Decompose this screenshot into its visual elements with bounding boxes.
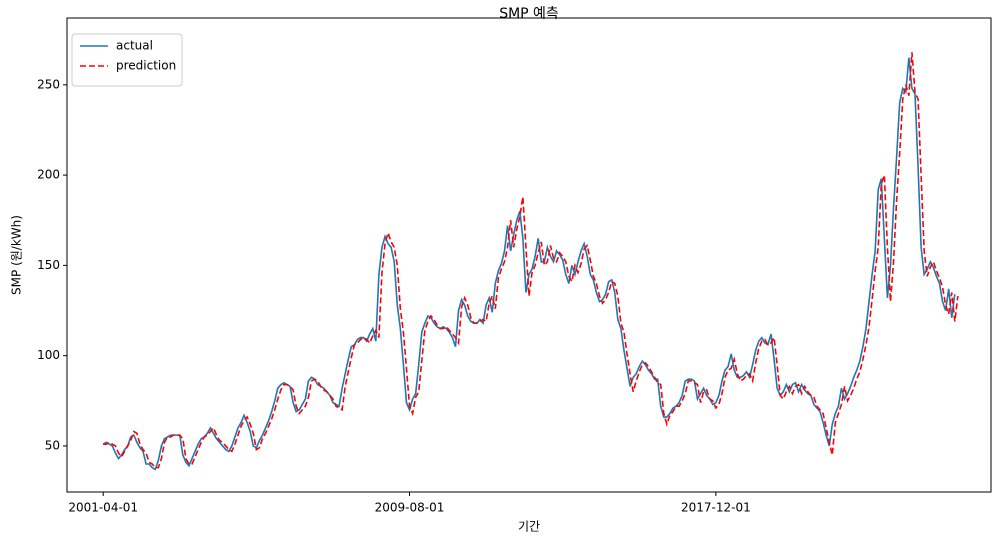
y-tick-label: 150	[37, 258, 60, 272]
chart-title: SMP 예측	[499, 6, 559, 22]
y-tick-label: 50	[45, 438, 60, 452]
plot-area	[66, 17, 992, 493]
x-tick-label: 2001-04-01	[68, 501, 138, 515]
series-line	[103, 52, 959, 469]
legend-box	[71, 33, 183, 87]
y-axis-label: SMP (원/kWh)	[10, 215, 24, 295]
legend-label: actual	[116, 39, 153, 53]
legend: actual prediction	[71, 33, 183, 87]
x-tick-label: 2009-08-01	[375, 501, 445, 515]
x-tick-label: 2017-12-01	[681, 501, 751, 515]
y-tick-label: 250	[37, 77, 60, 91]
x-axis-label: 기간	[518, 520, 540, 534]
y-tick-label: 100	[37, 348, 60, 362]
series-line	[102, 57, 956, 471]
y-tick-label: 200	[37, 168, 60, 182]
legend-label: prediction	[116, 59, 176, 73]
